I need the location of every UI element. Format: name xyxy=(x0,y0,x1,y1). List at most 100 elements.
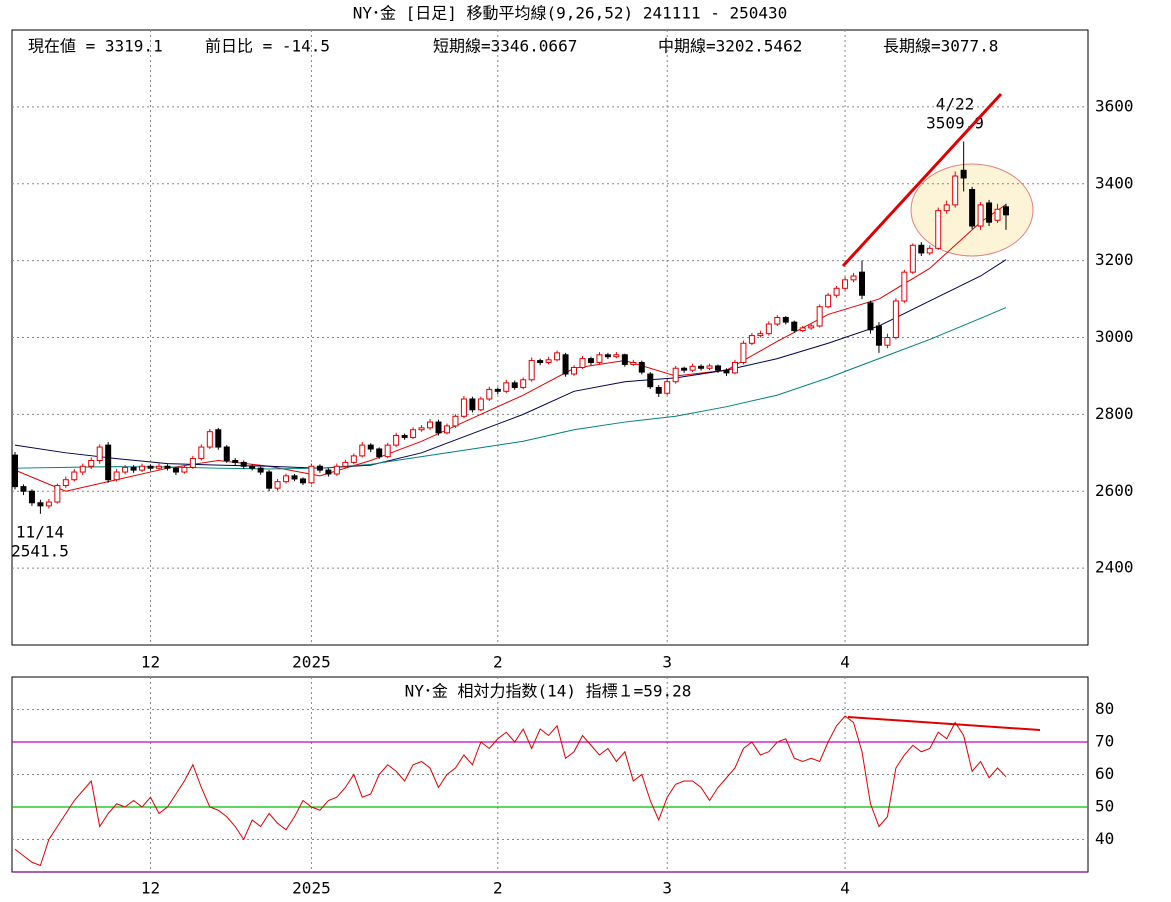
candle-body xyxy=(528,360,535,381)
candle-body xyxy=(350,455,357,463)
y-tick-label: 3200 xyxy=(1095,250,1134,269)
x-tick-label: 4 xyxy=(840,653,850,672)
candle-body xyxy=(460,398,467,417)
info-current: 現在値 = 3319.1 xyxy=(28,37,163,56)
candle-body xyxy=(435,421,442,434)
candle-body xyxy=(359,444,366,457)
candle-body xyxy=(181,466,188,473)
candle-body xyxy=(37,502,44,507)
candle-body xyxy=(630,361,637,365)
candle-body xyxy=(291,475,298,480)
candle-body xyxy=(494,388,501,392)
x-tick-label: 4 xyxy=(840,879,850,898)
y-tick-label: 2400 xyxy=(1095,558,1134,577)
candle-body xyxy=(410,429,417,438)
candle-body xyxy=(71,471,78,481)
candle-body xyxy=(189,458,196,468)
candle-body xyxy=(850,275,857,281)
chart-title: NY･金 相対力指数(14) 指標１=59.28 xyxy=(405,682,692,701)
candle-body xyxy=(342,461,349,467)
info-long-ma: 長期線=3077.8 xyxy=(883,37,998,56)
y-tick-label: 2600 xyxy=(1095,481,1134,500)
x-tick-label: 3 xyxy=(662,653,672,672)
x-tick-label: 12 xyxy=(141,653,160,672)
candle-body xyxy=(867,302,874,331)
y-tick-label: 3000 xyxy=(1095,327,1134,346)
y-tick-label: 2800 xyxy=(1095,404,1134,423)
candle-body xyxy=(130,466,137,471)
candle-body xyxy=(638,361,645,373)
candle-body xyxy=(240,461,247,467)
candle-body xyxy=(715,365,722,371)
candle-body xyxy=(308,465,315,484)
candle-body xyxy=(621,354,628,365)
candle-body xyxy=(266,471,273,489)
candle-body xyxy=(443,425,450,434)
candle-body xyxy=(113,471,120,481)
candle-body xyxy=(452,415,459,427)
candle-body xyxy=(401,435,408,438)
y-tick-label: 3600 xyxy=(1095,96,1134,115)
candle-body xyxy=(28,490,35,504)
candle-body xyxy=(604,354,611,358)
candle-body xyxy=(698,365,705,369)
candle-body xyxy=(376,448,383,458)
candle-body xyxy=(748,335,755,344)
candle-body xyxy=(62,479,69,486)
candle-body xyxy=(333,465,340,475)
annotation-date: 11/14 xyxy=(16,523,64,542)
candle-body xyxy=(799,327,806,332)
candle-body xyxy=(198,446,205,460)
candle-body xyxy=(859,271,866,296)
candle-body xyxy=(926,247,933,254)
x-tick-label: 2 xyxy=(493,653,503,672)
candle-body xyxy=(88,460,95,467)
chart-title: NY･金 [日足] 移動平均線(9,26,52) 241111 - 250430 xyxy=(353,4,788,23)
candle-body xyxy=(791,321,798,332)
y-tick-label: 50 xyxy=(1095,797,1114,816)
candle-body xyxy=(469,398,476,411)
candle-body xyxy=(316,465,323,471)
y-tick-label: 60 xyxy=(1095,764,1114,783)
candle-body xyxy=(596,354,603,363)
candle-body xyxy=(952,175,959,206)
candle-body xyxy=(79,465,86,473)
candle-body xyxy=(816,306,823,327)
candle-body xyxy=(571,366,578,375)
y-tick-label: 80 xyxy=(1095,699,1114,718)
candle-body xyxy=(969,189,976,227)
candle-body xyxy=(833,287,840,296)
candle-body xyxy=(172,467,179,473)
candle-body xyxy=(808,325,815,329)
info-mid-ma: 中期線=3202.5462 xyxy=(658,37,802,56)
candle-body xyxy=(842,279,849,289)
candle-body xyxy=(393,435,400,446)
candle-body xyxy=(977,204,984,227)
info-short-ma: 短期線=3346.0667 xyxy=(433,37,577,56)
candle-body xyxy=(579,358,586,368)
candle-body xyxy=(994,208,1001,221)
candle-body xyxy=(943,204,950,212)
candle-body xyxy=(892,300,899,338)
x-tick-label: 3 xyxy=(662,879,672,898)
candle-body xyxy=(249,465,256,469)
y-tick-label: 70 xyxy=(1095,732,1114,751)
candle-body xyxy=(384,444,391,458)
candle-body xyxy=(274,481,281,489)
candle-body xyxy=(706,365,713,369)
candle-body xyxy=(257,467,264,473)
trend-line xyxy=(847,716,1041,731)
candle-body xyxy=(232,460,239,463)
x-tick-label: 2025 xyxy=(292,653,331,672)
candle-body xyxy=(45,501,52,507)
annotation-date: 4/22 xyxy=(936,95,975,114)
candle-body xyxy=(477,398,484,411)
candle-body xyxy=(681,367,688,371)
candle-body xyxy=(511,382,518,388)
candle-body xyxy=(884,337,891,346)
candle-body xyxy=(427,421,434,429)
candle-body xyxy=(367,444,374,450)
candle-body xyxy=(960,169,967,179)
candle-body xyxy=(825,294,832,308)
